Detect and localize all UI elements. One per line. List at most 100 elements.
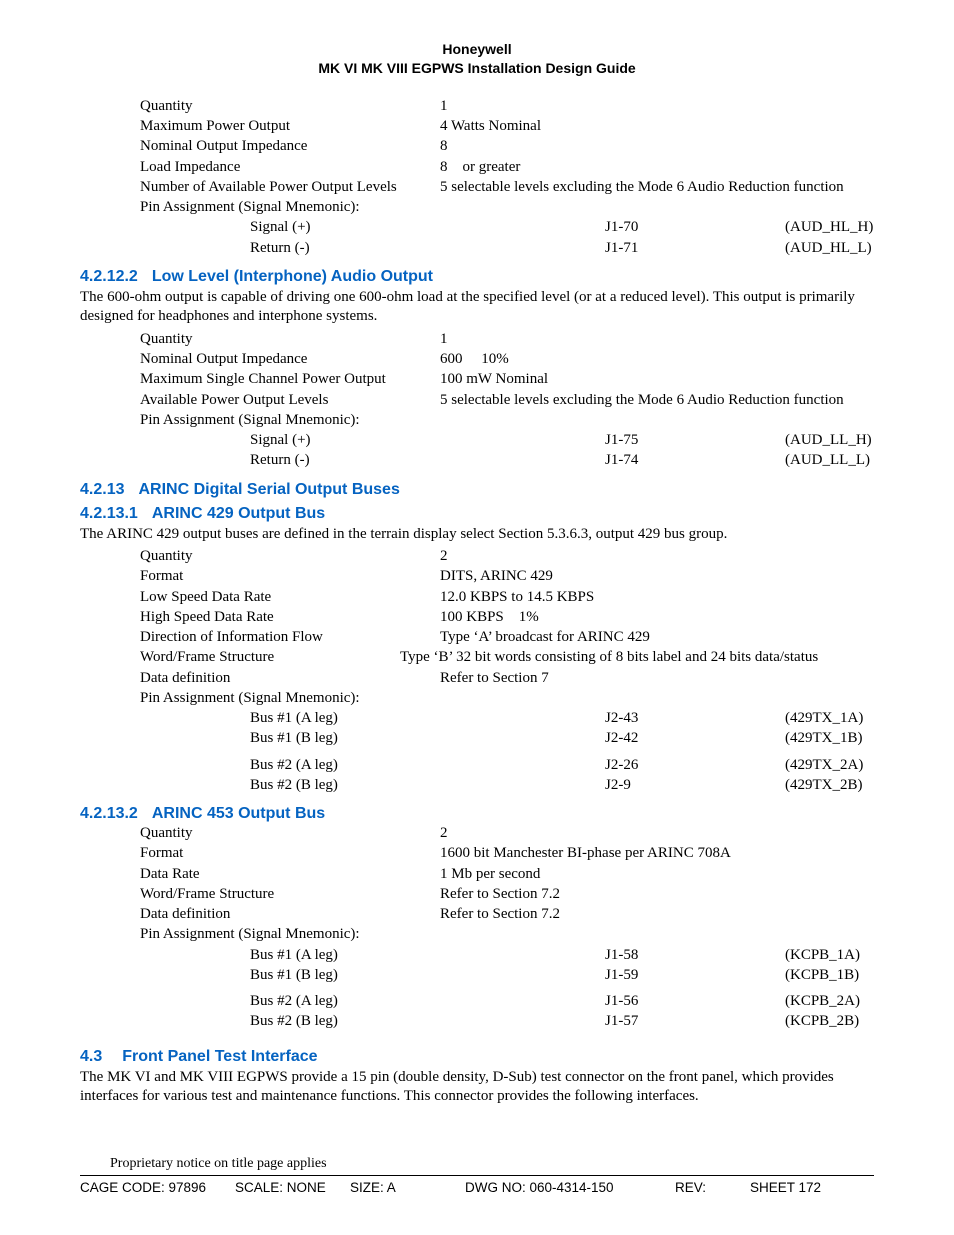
spec-value: 12.0 KBPS to 14.5 KBPS (440, 587, 874, 607)
pin-label: Bus #2 (A leg) (80, 755, 605, 775)
header-title: MK VI MK VIII EGPWS Installation Design … (80, 59, 874, 78)
arinc453-specs: Quantity2 Format1600 bit Manchester BI-p… (80, 823, 874, 1032)
arinc429-specs: Quantity2 FormatDITS, ARINC 429 Low Spee… (80, 546, 874, 795)
pin-connector: J2-43 (605, 708, 785, 728)
spec-value: 8 or greater (440, 157, 874, 177)
spec-value: 1 (440, 329, 874, 349)
pin-mnemonic: (AUD_LL_H) (785, 430, 874, 450)
pin-connector: J1-58 (605, 945, 785, 965)
spec-label: Data definition (80, 904, 440, 924)
header-company: Honeywell (80, 40, 874, 59)
ll-audio-specs: Quantity1 Nominal Output Impedance600 10… (80, 329, 874, 471)
pin-mnemonic: (429TX_2B) (785, 775, 874, 795)
spec-label: Pin Assignment (Signal Mnemonic): (80, 924, 440, 944)
spec-value (440, 924, 874, 944)
pin-connector: J1-70 (605, 217, 785, 237)
pin-connector: J2-9 (605, 775, 785, 795)
spec-value: 100 KBPS 1% (440, 607, 874, 627)
pin-mnemonic: (429TX_1A) (785, 708, 874, 728)
heading-4-2-12-2: 4.2.12.2Low Level (Interphone) Audio Out… (80, 268, 874, 286)
spec-label: Quantity (80, 823, 440, 843)
pin-connector: J1-57 (605, 1011, 785, 1031)
pin-mnemonic: (KCPB_1B) (785, 965, 874, 985)
footer-scale: SCALE: NONE (235, 1180, 350, 1195)
heading-title: ARINC 429 Output Bus (152, 505, 325, 522)
spec-value: 600 10% (440, 349, 874, 369)
heading-title: Front Panel Test Interface (122, 1048, 317, 1065)
footer-sheet: SHEET 172 (750, 1180, 874, 1195)
spec-value: Refer to Section 7 (440, 668, 874, 688)
heading-number: 4.2.13 (80, 481, 124, 498)
heading-4-2-13-2: 4.2.13.2 ARINC 453 Output Bus (80, 805, 874, 823)
pin-mnemonic: (KCPB_1A) (785, 945, 874, 965)
spec-value: Refer to Section 7.2 (440, 884, 874, 904)
spec-value: 4 Watts Nominal (440, 116, 874, 136)
pin-label: Bus #2 (B leg) (80, 775, 605, 795)
pin-label: Signal (+) (80, 430, 605, 450)
pin-mnemonic: (429TX_2A) (785, 755, 874, 775)
spec-value: 8 (440, 136, 874, 156)
heading-number: 4.2.13.1 (80, 505, 138, 522)
spec-value (440, 688, 874, 708)
spec-label: Format (80, 843, 440, 863)
pin-connector: J1-74 (605, 450, 785, 470)
spec-value: 1 Mb per second (440, 864, 874, 884)
spec-label: Word/Frame Structure (80, 647, 400, 667)
pin-label: Bus #1 (A leg) (80, 945, 605, 965)
pin-connector: J1-59 (605, 965, 785, 985)
spec-value: 100 mW Nominal (440, 369, 874, 389)
pin-mnemonic: (KCPB_2B) (785, 1011, 874, 1031)
spec-value: Refer to Section 7.2 (440, 904, 874, 924)
page-footer: Proprietary notice on title page applies… (80, 1156, 874, 1195)
pin-connector: J1-71 (605, 238, 785, 258)
spec-label: Pin Assignment (Signal Mnemonic): (80, 688, 440, 708)
footer-dwg: DWG NO: 060-4314-150 (465, 1180, 675, 1195)
spec-label: Word/Frame Structure (80, 884, 440, 904)
spec-value: 2 (440, 546, 874, 566)
pin-label: Bus #1 (B leg) (80, 728, 605, 748)
pin-mnemonic: (AUD_HL_H) (785, 217, 874, 237)
section-text: The 600-ohm output is capable of driving… (80, 288, 874, 327)
heading-number: 4.2.12.2 (80, 268, 138, 285)
footer-cage: CAGE CODE: 97896 (80, 1180, 235, 1195)
pin-label: Return (-) (80, 238, 605, 258)
spec-label: Data definition (80, 668, 440, 688)
page: Honeywell MK VI MK VIII EGPWS Installati… (0, 0, 954, 1235)
spec-label: Pin Assignment (Signal Mnemonic): (80, 410, 440, 430)
pin-mnemonic: (KCPB_2A) (785, 991, 874, 1011)
spec-label: Maximum Power Output (80, 116, 440, 136)
spec-label: Direction of Information Flow (80, 627, 440, 647)
spec-label: Quantity (80, 96, 440, 116)
pin-connector: J1-56 (605, 991, 785, 1011)
pin-mnemonic: (AUD_HL_L) (785, 238, 874, 258)
pin-connector: J2-42 (605, 728, 785, 748)
spec-label: High Speed Data Rate (80, 607, 440, 627)
pin-mnemonic: (AUD_LL_L) (785, 450, 874, 470)
spec-value: 2 (440, 823, 874, 843)
spec-label: Format (80, 566, 440, 586)
spec-value: 5 selectable levels excluding the Mode 6… (440, 177, 874, 197)
heading-title: ARINC 453 Output Bus (152, 805, 325, 822)
pin-connector: J1-75 (605, 430, 785, 450)
footer-size: SIZE: A (350, 1180, 465, 1195)
pin-label: Bus #1 (B leg) (80, 965, 605, 985)
heading-title: ARINC Digital Serial Output Buses (138, 481, 399, 498)
page-header: Honeywell MK VI MK VIII EGPWS Installati… (80, 40, 874, 78)
proprietary-notice: Proprietary notice on title page applies (80, 1156, 874, 1175)
pin-connector: J2-26 (605, 755, 785, 775)
spec-value: Type ‘B’ 32 bit words consisting of 8 bi… (400, 647, 874, 667)
pin-mnemonic: (429TX_1B) (785, 728, 874, 748)
pin-label: Return (-) (80, 450, 605, 470)
section-text: The ARINC 429 output buses are defined i… (80, 525, 874, 545)
spec-value: Type ‘A’ broadcast for ARINC 429 (440, 627, 874, 647)
heading-number: 4.3 (80, 1048, 102, 1065)
spec-label: Nominal Output Impedance (80, 136, 440, 156)
heading-4-2-13-1: 4.2.13.1 ARINC 429 Output Bus (80, 505, 874, 523)
heading-4-2-13: 4.2.13 ARINC Digital Serial Output Buses (80, 481, 874, 499)
pin-label: Bus #2 (A leg) (80, 991, 605, 1011)
spec-label: Maximum Single Channel Power Output (80, 369, 440, 389)
spec-label: Nominal Output Impedance (80, 349, 440, 369)
pin-label: Bus #2 (B leg) (80, 1011, 605, 1031)
spec-label: Quantity (80, 546, 440, 566)
heading-number: 4.2.13.2 (80, 805, 138, 822)
